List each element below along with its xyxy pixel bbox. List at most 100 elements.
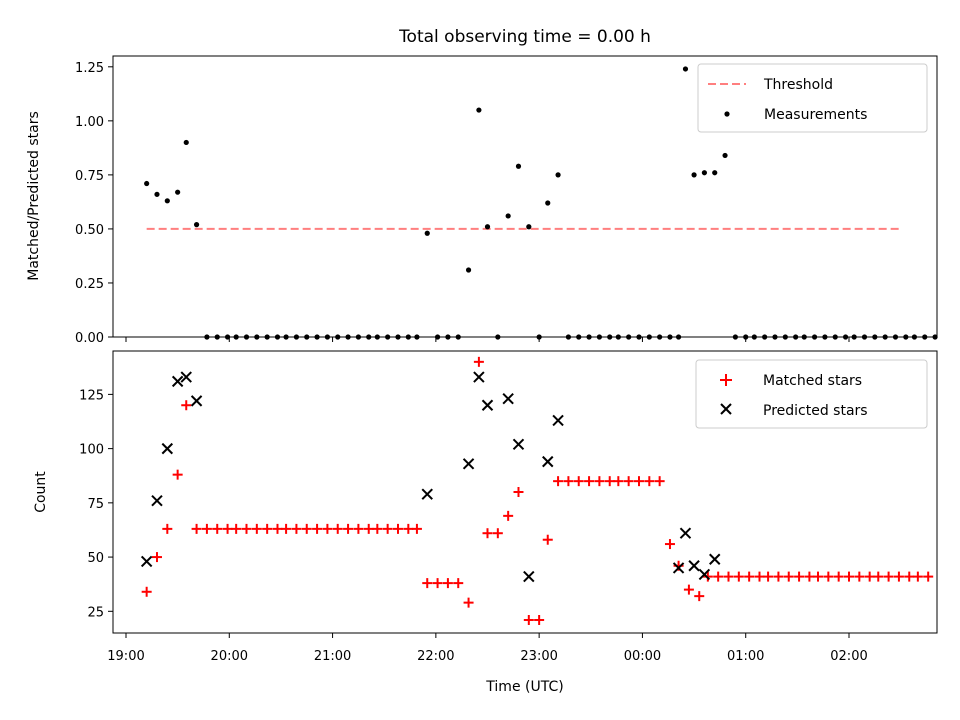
matched-star-point xyxy=(332,523,343,534)
ratio-legend-box xyxy=(697,63,928,133)
measurement-point xyxy=(164,198,170,204)
count-legend: Matched stars Predicted stars xyxy=(695,359,928,429)
predicted-star-point xyxy=(672,562,685,574)
matched-star-point xyxy=(664,539,675,550)
matched-star-point xyxy=(873,571,884,582)
measurement-point xyxy=(314,334,320,340)
ratio-y-tick-label: 1.00 xyxy=(75,115,104,130)
measurement-point xyxy=(214,334,220,340)
matched-star-point xyxy=(212,523,223,534)
matched-star-point xyxy=(573,476,584,487)
measurement-point xyxy=(193,222,200,228)
chart-title: Total observing time = 0.00 h xyxy=(398,27,651,47)
matched-star-point xyxy=(382,523,393,534)
predicted-legend-label: Predicted stars xyxy=(763,403,868,419)
predicted-star-point xyxy=(171,375,184,388)
matched-star-point xyxy=(833,571,844,582)
measurement-point xyxy=(576,334,582,340)
matched-star-point xyxy=(923,571,934,582)
matched-star-point xyxy=(162,523,173,534)
measurement-point xyxy=(405,334,411,340)
matched-star-point xyxy=(763,571,774,582)
count-panel: 25 50 75 100 125 19:00 20:00 21:00 22:00 23:00 00… xyxy=(33,350,938,695)
measurement-point xyxy=(293,334,300,340)
measurement-point xyxy=(586,334,592,340)
measurements-legend-label: Measurements xyxy=(764,107,867,123)
count-y-tick-label: 125 xyxy=(79,388,104,403)
measurement-point xyxy=(832,334,838,340)
matched-star-point xyxy=(422,578,433,589)
measurement-point xyxy=(732,334,738,340)
matched-star-point xyxy=(584,476,595,487)
measurement-point xyxy=(743,334,749,340)
measurement-point xyxy=(872,334,878,340)
measurement-point xyxy=(801,334,807,340)
matched-star-point xyxy=(241,523,252,534)
measurement-point xyxy=(922,334,928,340)
matched-star-point xyxy=(854,571,865,582)
matched-star-point xyxy=(553,476,564,487)
matched-star-point xyxy=(291,523,302,534)
matched-star-point xyxy=(654,476,665,487)
count-x-tick-label: 21:00 xyxy=(314,649,351,664)
matched-star-point xyxy=(683,584,694,595)
matched-star-point xyxy=(773,571,784,582)
ratio-y-tick-label: 1.25 xyxy=(75,61,104,76)
matched-star-point xyxy=(363,523,374,534)
matched-star-point xyxy=(262,523,273,534)
matched-legend-label: Matched stars xyxy=(763,373,862,389)
matched-star-point xyxy=(513,487,524,497)
measurement-point xyxy=(445,334,451,340)
measurement-point xyxy=(555,172,561,178)
predicted-star-point xyxy=(688,560,700,572)
measurement-point xyxy=(175,189,181,195)
measurement-point xyxy=(861,334,868,340)
matched-star-point xyxy=(411,523,422,534)
matched-star-point xyxy=(744,571,755,582)
measurement-point xyxy=(283,334,289,340)
measurement-point xyxy=(455,334,461,340)
ratio-y-tick-label: 0.25 xyxy=(75,277,104,292)
predicted-legend-swatch xyxy=(720,403,732,415)
measurement-point xyxy=(335,334,341,340)
measurement-point xyxy=(274,334,281,340)
matched-star-point xyxy=(644,476,655,487)
matched-star-point xyxy=(523,614,534,625)
matched-legend-swatch xyxy=(720,374,732,386)
measurement-point xyxy=(144,180,150,187)
matched-star-point xyxy=(473,356,484,367)
ratio-y-tick-label: 0.50 xyxy=(75,223,104,238)
predicted-star-point xyxy=(190,395,203,407)
count-x-tick-label: 00:00 xyxy=(624,649,661,664)
measurement-point xyxy=(476,107,482,113)
matched-star-point xyxy=(733,571,744,582)
measurement-point xyxy=(772,334,778,340)
predicted-star-point xyxy=(698,568,711,581)
count-y-tick-label: 50 xyxy=(87,551,104,566)
count-y-tick-label: 75 xyxy=(87,497,104,512)
predicted-star-point xyxy=(512,438,525,450)
measurement-point xyxy=(762,334,768,340)
matched-star-point xyxy=(694,591,705,602)
measurement-point xyxy=(224,334,231,340)
matched-star-point xyxy=(783,571,794,582)
ratio-panel: 0.00 0.25 0.50 0.75 1.00 1.25 Matched/Predict… xyxy=(26,55,938,346)
measurement-point xyxy=(882,334,888,340)
count-x-tick-label: 01:00 xyxy=(727,649,764,664)
matched-star-point xyxy=(322,523,333,534)
matched-star-point xyxy=(392,523,403,534)
measurement-point xyxy=(545,200,551,206)
ratio-y-ticks: 0.00 0.25 0.50 0.75 1.00 1.25 xyxy=(75,61,113,346)
ratio-y-axis-label: Matched/Predicted stars xyxy=(26,111,42,281)
count-y-tick-label: 25 xyxy=(87,605,104,620)
predicted-star-point xyxy=(523,570,535,583)
measurement-point xyxy=(751,334,757,340)
matched-star-point xyxy=(272,523,283,534)
matched-star-point xyxy=(794,571,805,582)
matched-star-point xyxy=(604,476,615,487)
measurement-point xyxy=(324,334,331,340)
predicted-star-point xyxy=(462,458,475,470)
measurement-point xyxy=(691,172,697,178)
measurement-point xyxy=(636,334,642,340)
measurements-legend-swatch xyxy=(724,111,730,117)
